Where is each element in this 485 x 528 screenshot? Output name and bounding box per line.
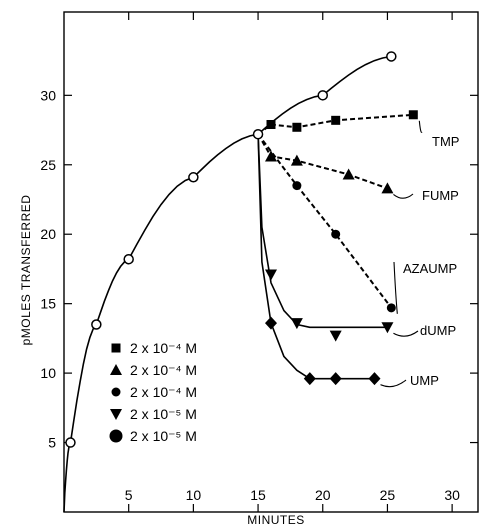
plot-frame xyxy=(63,11,479,513)
point-dump xyxy=(290,318,303,330)
point-tmp xyxy=(408,110,418,120)
x-tick-label: 30 xyxy=(444,487,460,503)
y-tick-label: 15 xyxy=(40,296,56,312)
legend-marker xyxy=(110,409,122,420)
point-azaump xyxy=(292,181,302,191)
point-ump xyxy=(329,372,342,386)
point-fump xyxy=(265,150,277,162)
annotation-ump: UMP xyxy=(410,373,439,388)
leader-fump xyxy=(393,193,414,199)
point-control xyxy=(188,172,199,183)
curves xyxy=(63,55,414,513)
legend: 2 x 10⁻⁴ M 2 x 10⁻⁴ M 2 x 10⁻⁴ M 2 x 10⁻⁵ M… xyxy=(109,340,197,444)
legend-marker xyxy=(109,429,123,443)
legend-label: 2 x 10⁻⁵ M xyxy=(130,428,197,444)
point-tmp xyxy=(292,122,302,132)
leader-ump xyxy=(380,379,407,388)
annotation-azaump: AZAUMP xyxy=(403,261,457,276)
annotation-fump: FUMP xyxy=(422,188,459,203)
annotation-tmp: TMP xyxy=(432,134,459,149)
point-ump xyxy=(368,372,381,386)
annotations: TMP FUMP AZAUMP dUMP UMP xyxy=(380,120,459,388)
point-azaump xyxy=(331,229,341,239)
legend-marker xyxy=(111,387,121,397)
legend-label: 2 x 10⁻⁵ M xyxy=(130,406,197,422)
series-line-control xyxy=(63,55,392,513)
point-fump xyxy=(290,154,303,166)
point-dump xyxy=(381,322,394,334)
y-tick-label: 25 xyxy=(40,157,56,173)
point-control xyxy=(386,51,397,62)
y-tick-label: 20 xyxy=(40,226,56,242)
point-ump xyxy=(265,316,277,330)
y-tick-label: 30 xyxy=(40,87,56,103)
point-control xyxy=(91,319,102,330)
point-azaump xyxy=(386,303,396,313)
point-control xyxy=(252,128,264,140)
point-dump xyxy=(329,330,342,342)
point-control xyxy=(65,437,76,448)
series-line-dump xyxy=(257,134,388,329)
x-axis-title: MINUTES xyxy=(247,513,305,527)
legend-marker xyxy=(111,343,121,353)
x-tick-label: 5 xyxy=(125,487,133,503)
legend-marker xyxy=(110,364,122,375)
point-ump xyxy=(303,372,316,386)
point-dump xyxy=(265,269,277,281)
legend-label: 2 x 10⁻⁴ M xyxy=(130,340,197,356)
annotation-dump: dUMP xyxy=(420,323,456,338)
y-tick-label: 5 xyxy=(48,435,56,451)
point-control xyxy=(123,253,134,265)
point-control xyxy=(317,90,328,101)
point-tmp xyxy=(266,120,276,129)
markers xyxy=(65,51,418,448)
point-tmp xyxy=(331,115,341,125)
y-tick-label: 10 xyxy=(40,365,56,381)
legend-label: 2 x 10⁻⁴ M xyxy=(130,362,197,378)
series-line-azaump xyxy=(257,133,393,309)
point-fump xyxy=(342,168,355,180)
leader-tmp xyxy=(418,120,423,133)
leader-azaump xyxy=(393,261,398,314)
y-axis-title: pMOLES TRANSFERRED xyxy=(19,195,33,346)
x-tick-label: 10 xyxy=(186,487,202,503)
x-tick-label: 20 xyxy=(315,487,331,503)
legend-label: 2 x 10⁻⁴ M xyxy=(130,384,197,400)
x-tick-label: 15 xyxy=(250,487,266,503)
x-tick-label: 25 xyxy=(380,487,396,503)
leader-dump xyxy=(393,330,419,337)
series-line-ump xyxy=(257,134,375,380)
point-fump xyxy=(381,182,394,194)
